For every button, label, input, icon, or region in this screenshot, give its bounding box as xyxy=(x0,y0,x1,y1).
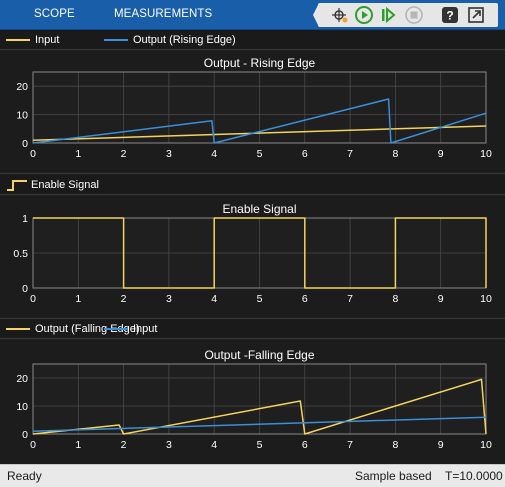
x-tick-label: 0 xyxy=(30,148,36,160)
x-tick-label: 9 xyxy=(438,148,444,160)
signal-selector-icon[interactable] xyxy=(330,5,350,25)
x-tick-label: 5 xyxy=(257,439,263,451)
legend-item-input-2[interactable]: Input xyxy=(104,322,157,336)
legend-item-enable[interactable]: Enable Signal xyxy=(6,178,99,192)
svg-text:?: ? xyxy=(446,9,453,23)
legend-label: Output (Rising Edge) xyxy=(133,34,236,46)
help-icon[interactable]: ? xyxy=(440,5,460,25)
x-tick-label: 0 xyxy=(30,293,36,305)
axes-frame xyxy=(32,71,487,144)
x-tick-label: 7 xyxy=(347,439,353,451)
y-tick-label: 20 xyxy=(16,81,28,93)
undock-icon[interactable] xyxy=(466,5,486,25)
x-tick-label: 5 xyxy=(257,148,263,160)
x-tick-label: 3 xyxy=(166,439,172,451)
legend-swatch xyxy=(6,328,30,330)
legend-item-output-rising[interactable]: Output (Rising Edge) xyxy=(104,33,236,47)
series-line-output-falling-edge xyxy=(32,378,487,435)
legend-item-input[interactable]: Input xyxy=(6,33,59,47)
y-tick-label: 0 xyxy=(22,283,28,295)
status-mode: Sample based xyxy=(355,469,432,483)
plot-rising-edge[interactable]: Output - Rising Edge 0 1 2 3 4 5 6 7 8 9 10 0 10 20 xyxy=(0,51,505,173)
x-tick-label: 6 xyxy=(302,148,308,160)
plot-falling-edge[interactable]: Output -Falling Edge 0 1 2 3 4 5 6 7 8 9 10 0 10 20 xyxy=(0,340,505,464)
legend-rising: Input Output (Rising Edge) xyxy=(0,30,505,50)
x-tick-label: 1 xyxy=(75,439,81,451)
x-tick-label: 8 xyxy=(392,293,398,305)
x-tick-label: 2 xyxy=(121,293,127,305)
x-tick-label: 7 xyxy=(347,293,353,305)
x-tick-label: 8 xyxy=(392,148,398,160)
x-tick-label: 9 xyxy=(438,293,444,305)
status-ready: Ready xyxy=(7,469,42,483)
simulation-toolbar: ? xyxy=(318,3,498,27)
y-tick-label: 0 xyxy=(22,429,28,441)
y-tick-label: 10 xyxy=(16,401,28,413)
x-tick-label: 6 xyxy=(302,293,308,305)
x-tick-label: 1 xyxy=(75,148,81,160)
run-icon[interactable] xyxy=(354,5,374,25)
x-tick-label: 10 xyxy=(480,148,492,160)
chart-title: Output -Falling Edge xyxy=(204,348,314,362)
y-tick-label: 10 xyxy=(16,110,28,122)
x-tick-label: 8 xyxy=(392,439,398,451)
stop-icon[interactable] xyxy=(404,5,424,25)
chart-title: Output - Rising Edge xyxy=(204,56,316,70)
step-forward-icon[interactable] xyxy=(378,5,398,25)
x-tick-label: 3 xyxy=(166,148,172,160)
y-tick-label: 0 xyxy=(22,138,28,150)
x-tick-label: 0 xyxy=(30,439,36,451)
toolbar-notch xyxy=(313,3,319,27)
x-tick-label: 6 xyxy=(302,439,308,451)
y-tick-label: 0.5 xyxy=(13,248,28,260)
step-swatch-icon xyxy=(7,180,27,191)
legend-swatch xyxy=(104,39,128,41)
legend-falling: Output (Falling Edge) Input xyxy=(0,318,505,339)
axes-frame xyxy=(32,363,487,435)
series-line-input xyxy=(32,125,487,141)
legend-label: Enable Signal xyxy=(31,179,99,191)
toolstrip: SCOPE MEASUREMENTS xyxy=(0,0,505,30)
x-tick-label: 4 xyxy=(211,148,217,160)
x-tick-label: 10 xyxy=(480,439,492,451)
x-tick-label: 9 xyxy=(438,439,444,451)
x-tick-label: 2 xyxy=(121,148,127,160)
legend-label: Output (Falling Edge) xyxy=(35,323,140,335)
status-bar: Ready Sample based T=10.0000 xyxy=(0,464,505,487)
x-tick-label: 2 xyxy=(121,439,127,451)
legend-enable: Enable Signal xyxy=(0,173,505,195)
plot-enable-signal[interactable]: Enable Signal 0 1 2 3 4 5 6 7 8 9 10 0 0.5 1 xyxy=(0,196,505,318)
legend-label: Input xyxy=(35,34,60,46)
series-line-enable-signal xyxy=(33,217,487,289)
tab-scope[interactable]: SCOPE xyxy=(34,8,75,20)
series-line-input xyxy=(32,416,487,432)
x-tick-label: 4 xyxy=(211,439,217,451)
x-tick-label: 3 xyxy=(166,293,172,305)
legend-item-output-falling[interactable]: Output (Falling Edge) xyxy=(6,322,140,336)
tab-measurements[interactable]: MEASUREMENTS xyxy=(114,8,213,20)
x-tick-label: 10 xyxy=(480,293,492,305)
series-line-output-rising-edge xyxy=(32,98,487,144)
legend-swatch xyxy=(104,328,128,330)
chart-title: Enable Signal xyxy=(222,202,296,216)
x-tick-label: 5 xyxy=(257,293,263,305)
x-tick-label: 7 xyxy=(347,148,353,160)
status-time: T=10.0000 xyxy=(445,469,503,483)
y-tick-label: 1 xyxy=(22,213,28,225)
x-tick-label: 4 xyxy=(211,293,217,305)
legend-swatch xyxy=(6,39,30,41)
y-tick-label: 20 xyxy=(16,373,28,385)
x-tick-label: 1 xyxy=(75,293,81,305)
legend-label: Input xyxy=(133,323,158,335)
